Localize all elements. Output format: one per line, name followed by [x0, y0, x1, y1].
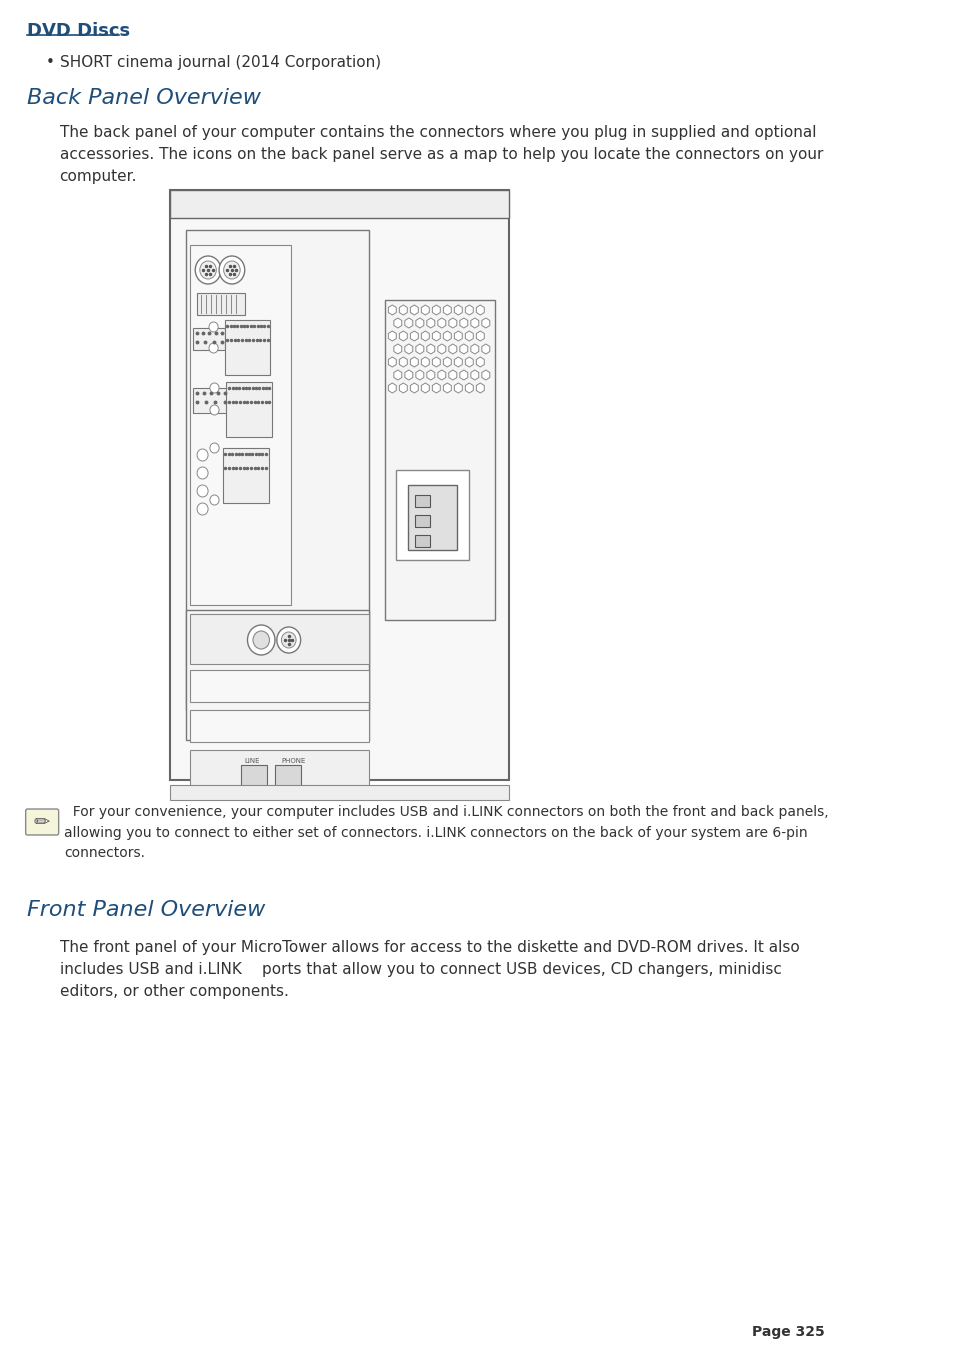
Bar — [415, 535, 430, 547]
Text: Back Panel Overview: Back Panel Overview — [28, 88, 261, 108]
Circle shape — [197, 449, 208, 461]
Bar — [193, 328, 225, 350]
Text: For your convenience, your computer includes USB and i.LINK connectors on both t: For your convenience, your computer incl… — [64, 805, 828, 861]
Circle shape — [210, 494, 219, 505]
Text: •: • — [46, 55, 54, 70]
Circle shape — [195, 255, 221, 284]
Bar — [415, 494, 430, 507]
Circle shape — [247, 626, 274, 655]
Circle shape — [210, 405, 219, 415]
Text: SHORT cinema journal (2014 Corporation): SHORT cinema journal (2014 Corporation) — [59, 55, 380, 70]
Bar — [222, 449, 269, 503]
Circle shape — [276, 627, 300, 653]
Bar — [226, 382, 272, 436]
Circle shape — [197, 467, 208, 480]
Text: Page 325: Page 325 — [751, 1325, 824, 1339]
Bar — [241, 765, 267, 788]
Circle shape — [223, 261, 240, 280]
Bar — [170, 190, 508, 218]
Bar — [190, 750, 369, 792]
Bar — [190, 245, 291, 605]
Bar — [186, 611, 369, 740]
Circle shape — [281, 632, 295, 648]
Text: LINE: LINE — [244, 758, 259, 765]
Bar — [274, 765, 300, 788]
Bar — [190, 670, 369, 703]
Circle shape — [199, 261, 216, 280]
Circle shape — [210, 443, 219, 453]
Text: The back panel of your computer contains the connectors where you plug in suppli: The back panel of your computer contains… — [59, 126, 822, 184]
Bar — [408, 485, 456, 550]
Circle shape — [219, 255, 245, 284]
Circle shape — [210, 382, 219, 393]
Bar — [193, 388, 228, 413]
Bar — [190, 711, 369, 742]
Bar — [415, 515, 430, 527]
Circle shape — [209, 343, 218, 353]
Text: ✏: ✏ — [34, 812, 51, 831]
Bar — [197, 293, 245, 315]
Circle shape — [209, 322, 218, 332]
Bar — [385, 300, 495, 620]
Bar — [170, 190, 508, 780]
Text: The front panel of your MicroTower allows for access to the diskette and DVD-ROM: The front panel of your MicroTower allow… — [59, 940, 799, 1000]
Text: DVD Discs: DVD Discs — [28, 22, 131, 41]
FancyBboxPatch shape — [26, 809, 58, 835]
Text: PHONE: PHONE — [281, 758, 305, 765]
Bar — [190, 613, 369, 663]
Circle shape — [197, 485, 208, 497]
Circle shape — [253, 631, 269, 648]
Bar — [170, 785, 508, 800]
Text: Front Panel Overview: Front Panel Overview — [28, 900, 266, 920]
Bar — [395, 470, 469, 561]
Bar — [224, 320, 270, 376]
Bar — [186, 230, 369, 711]
Circle shape — [197, 503, 208, 515]
